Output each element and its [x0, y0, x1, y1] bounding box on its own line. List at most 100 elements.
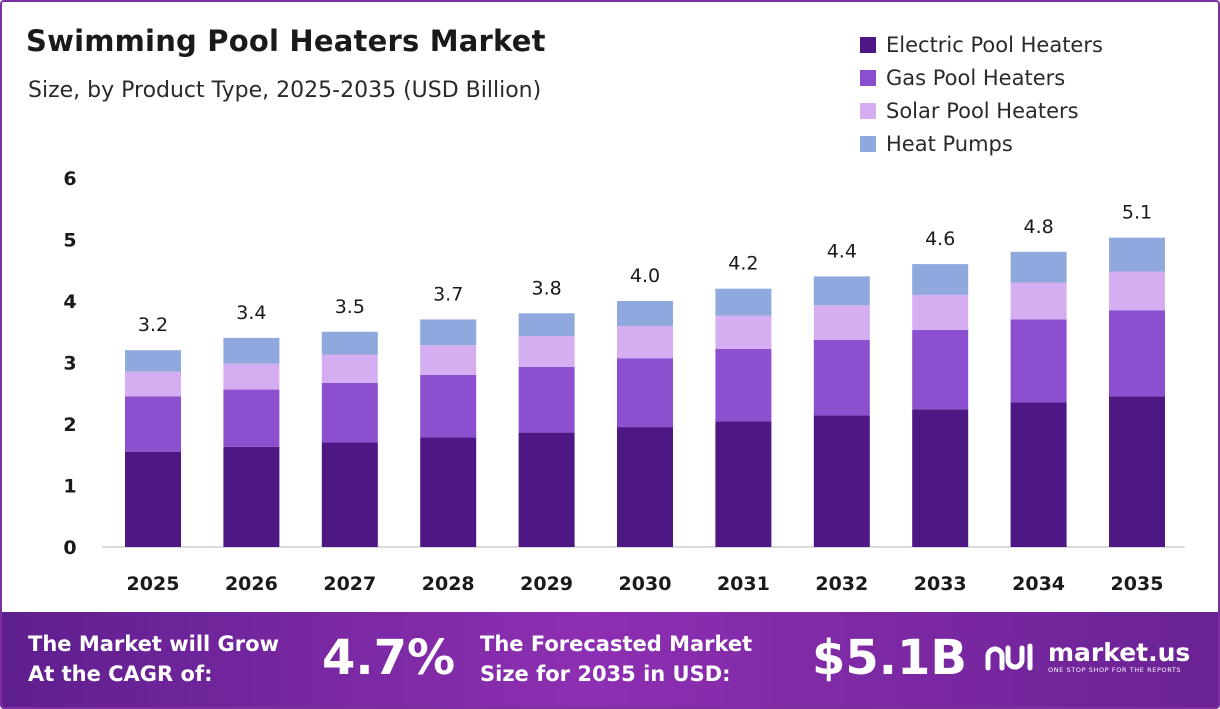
bar-total-label: 5.1 — [1122, 202, 1152, 224]
bar-segment-gas-pool-heaters-2025 — [125, 396, 181, 452]
bar-segment-gas-pool-heaters-2033 — [912, 329, 969, 410]
bar-segment-electric-pool-heaters-2027 — [321, 442, 378, 547]
x-tick-label: 2034 — [1012, 573, 1065, 595]
x-tick-label: 2030 — [619, 573, 672, 595]
bar-segment-solar-pool-heaters-2030 — [617, 326, 673, 359]
x-tick-label: 2025 — [127, 573, 180, 595]
x-tick-label: 2028 — [422, 573, 475, 595]
bar-segment-heat-pumps-2031 — [715, 288, 772, 316]
x-tick-label: 2027 — [323, 573, 376, 595]
bar-segment-heat-pumps-2028 — [420, 319, 477, 346]
bar-segment-solar-pool-heaters-2033 — [912, 294, 969, 330]
bar-segment-heat-pumps-2033 — [912, 264, 969, 295]
bar-segment-gas-pool-heaters-2028 — [420, 374, 477, 438]
bar-segment-heat-pumps-2034 — [1010, 251, 1067, 283]
bar-segment-electric-pool-heaters-2031 — [715, 421, 772, 547]
legend-swatch-solar — [860, 102, 876, 119]
bar-segment-heat-pumps-2035 — [1109, 237, 1165, 272]
bar-segment-electric-pool-heaters-2035 — [1109, 396, 1165, 547]
legend-item-gas: Gas Pool Heaters — [860, 61, 1103, 94]
footer-banner: The Market will Grow At the CAGR of: 4.7… — [2, 612, 1218, 707]
bar-segment-electric-pool-heaters-2029 — [518, 432, 575, 547]
bar-segment-solar-pool-heaters-2035 — [1109, 271, 1165, 311]
bar-segment-gas-pool-heaters-2027 — [321, 382, 378, 443]
legend-swatch-heat-pumps — [860, 135, 876, 152]
bar-segment-gas-pool-heaters-2030 — [617, 358, 673, 428]
cagr-value: 4.7% — [322, 630, 456, 686]
bar-segment-heat-pumps-2026 — [223, 337, 280, 364]
bar-segment-solar-pool-heaters-2032 — [813, 305, 870, 340]
bar-chart: 0 1 2 3 4 5 6 3.2 2025 3.4 2026 3.5 2027 3.7 2028 3.8 20… — [63, 168, 1185, 595]
bar-segment-solar-pool-heaters-2027 — [321, 354, 378, 383]
chart-title: Swimming Pool Heaters Market — [26, 24, 546, 58]
bar-total-label: 3.7 — [433, 283, 463, 305]
cagr-caption: The Market will Grow At the CAGR of: — [28, 629, 279, 689]
y-tick-label: 1 — [63, 476, 76, 498]
x-tick-label: 2031 — [717, 573, 770, 595]
y-tick-label: 4 — [63, 291, 76, 313]
legend-item-solar: Solar Pool Heaters — [860, 94, 1103, 127]
bar-segment-electric-pool-heaters-2032 — [813, 415, 870, 547]
brand-text: market.us ONE STOP SHOP FOR THE REPORTS — [1048, 638, 1191, 675]
bar-segment-solar-pool-heaters-2028 — [420, 345, 477, 375]
y-tick-label: 0 — [63, 537, 76, 559]
y-tick-label: 5 — [63, 230, 76, 252]
bar-segment-gas-pool-heaters-2034 — [1010, 319, 1067, 403]
bar-total-label: 3.8 — [531, 277, 561, 299]
cagr-caption-line2: At the CAGR of: — [28, 662, 213, 686]
bar-total-label: 3.5 — [335, 296, 365, 318]
legend-swatch-gas — [860, 69, 876, 86]
bar-segment-electric-pool-heaters-2033 — [912, 409, 969, 547]
y-tick-label: 6 — [63, 168, 76, 190]
forecast-value: $5.1B — [812, 630, 968, 686]
legend-item-electric: Electric Pool Heaters — [860, 28, 1103, 61]
x-tick-label: 2026 — [225, 573, 278, 595]
x-tick-label: 2035 — [1111, 573, 1164, 595]
y-tick-label: 2 — [63, 414, 76, 436]
bar-segment-solar-pool-heaters-2025 — [125, 371, 181, 397]
x-tick-label: 2033 — [914, 573, 967, 595]
brand-logo: market.us ONE STOP SHOP FOR THE REPORTS — [984, 638, 1190, 676]
bar-total-label: 4.6 — [925, 228, 955, 250]
bar-segment-electric-pool-heaters-2026 — [223, 446, 280, 547]
x-tick-label: 2029 — [520, 573, 573, 595]
bar-total-label: 4.8 — [1023, 216, 1053, 238]
forecast-caption: The Forecasted Market Size for 2035 in U… — [480, 629, 752, 689]
bar-segment-gas-pool-heaters-2031 — [715, 348, 772, 422]
y-tick-label: 3 — [63, 353, 76, 375]
bar-total-label: 3.4 — [236, 302, 266, 324]
legend-label-heat-pumps: Heat Pumps — [886, 131, 1013, 156]
legend-swatch-electric — [860, 36, 876, 53]
legend-label-gas: Gas Pool Heaters — [886, 65, 1066, 90]
bar-segment-heat-pumps-2032 — [813, 276, 870, 306]
legend-label-electric: Electric Pool Heaters — [886, 32, 1103, 57]
bar-segment-gas-pool-heaters-2035 — [1109, 310, 1165, 397]
bar-total-label: 4.2 — [728, 253, 758, 275]
bar-segment-heat-pumps-2027 — [321, 331, 378, 355]
bar-segment-electric-pool-heaters-2025 — [125, 451, 181, 547]
chart-subtitle: Size, by Product Type, 2025-2035 (USD Bi… — [28, 78, 542, 103]
cagr-caption-line1: The Market will Grow — [28, 632, 279, 656]
bar-total-label: 3.2 — [138, 314, 168, 336]
bar-segment-gas-pool-heaters-2029 — [518, 366, 575, 433]
bar-segment-heat-pumps-2030 — [617, 301, 673, 327]
bar-total-label: 4.4 — [827, 240, 857, 262]
forecast-caption-line1: The Forecasted Market — [480, 632, 753, 656]
bar-segment-solar-pool-heaters-2034 — [1010, 282, 1067, 320]
brand-tagline: ONE STOP SHOP FOR THE REPORTS — [1048, 666, 1182, 674]
bar-segment-solar-pool-heaters-2029 — [518, 336, 575, 367]
brand-name: market.us — [1048, 638, 1191, 667]
bar-segment-electric-pool-heaters-2028 — [420, 437, 477, 547]
bar-segment-heat-pumps-2025 — [125, 350, 181, 372]
x-tick-label: 2032 — [815, 573, 868, 595]
bar-segment-gas-pool-heaters-2026 — [223, 389, 280, 447]
forecast-caption-line2: Size for 2035 in USD: — [480, 662, 731, 686]
legend-label-solar: Solar Pool Heaters — [886, 98, 1079, 123]
market-us-logo-icon — [985, 643, 1033, 671]
bar-total-label: 4.0 — [630, 265, 660, 287]
legend-item-heat-pumps: Heat Pumps — [860, 127, 1103, 160]
bar-segment-solar-pool-heaters-2031 — [715, 315, 772, 349]
bar-segment-gas-pool-heaters-2032 — [813, 339, 870, 416]
bar-segment-electric-pool-heaters-2034 — [1010, 402, 1067, 547]
